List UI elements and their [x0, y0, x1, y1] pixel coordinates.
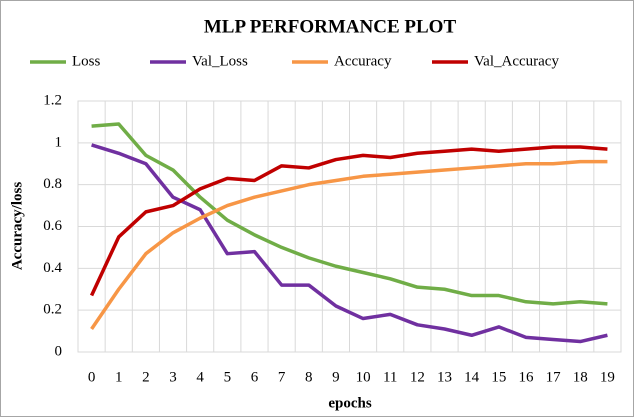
legend-label: Accuracy [334, 53, 392, 69]
x-tick-label: 1 [115, 369, 123, 385]
legend-label: Val_Accuracy [474, 53, 559, 69]
x-tick-label: 14 [464, 369, 480, 385]
chart-title: MLP PERFORMANCE PLOT [204, 16, 457, 37]
y-tick-label: 0.4 [43, 260, 62, 276]
series-line [91, 122, 608, 306]
series-line [89, 145, 608, 297]
legend-label: Val_Loss [192, 53, 248, 69]
x-tick-label: 7 [278, 369, 286, 385]
y-tick-label: 0.8 [43, 176, 62, 192]
x-tick-label: 11 [383, 369, 397, 385]
x-tick-label: 13 [437, 369, 452, 385]
y-tick-label: 1.2 [43, 92, 62, 108]
x-tick-label: 5 [224, 369, 232, 385]
plot-frame [77, 100, 622, 353]
x-axis-label: epochs [328, 395, 372, 411]
x-tick-label: 18 [573, 369, 588, 385]
x-tick-label: 9 [332, 369, 340, 385]
x-tick-label: 8 [305, 369, 313, 385]
x-tick-label: 17 [546, 369, 562, 385]
y-tick-label: 0.6 [43, 218, 62, 234]
x-tick-label: 4 [196, 369, 204, 385]
x-tick-label: 19 [600, 369, 615, 385]
series-line [90, 159, 608, 330]
x-tick-label: 0 [88, 369, 96, 385]
x-tick-label: 12 [410, 369, 425, 385]
x-tick-label: 15 [491, 369, 506, 385]
x-tick-label: 2 [142, 369, 150, 385]
x-tick-label: 16 [518, 369, 534, 385]
legend-label: Loss [72, 53, 101, 69]
y-tick-label: 0 [55, 343, 63, 359]
x-tick-label: 3 [169, 369, 177, 385]
y-tick-label: 0.2 [43, 302, 62, 318]
y-tick-label: 1 [55, 134, 63, 150]
series-line [91, 143, 608, 344]
x-tick-label: 10 [356, 369, 371, 385]
x-tick-label: 6 [251, 369, 259, 385]
y-axis-label: Accuracy/loss [9, 182, 25, 270]
